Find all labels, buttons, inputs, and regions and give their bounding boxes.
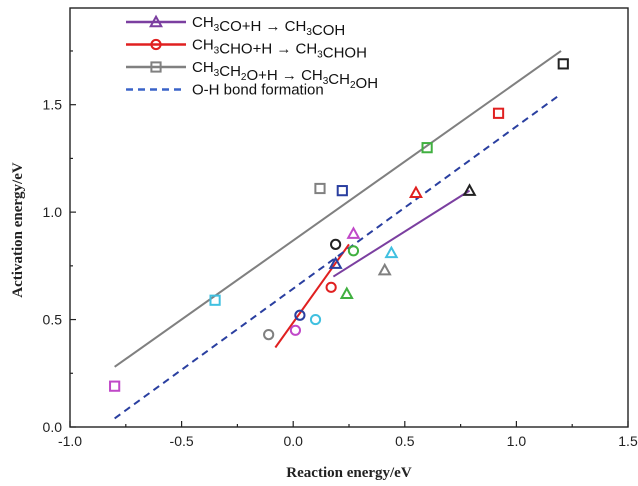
x-tick-label: 0.5 <box>395 433 415 449</box>
legend-marker-triangle <box>149 14 163 28</box>
data-point-circle <box>347 245 360 257</box>
data-point-triangle <box>328 256 343 269</box>
legend-item: CH3CO+H → CH3COH <box>126 14 345 39</box>
data-points <box>109 58 569 392</box>
y-tick-label: 1.0 <box>43 204 63 220</box>
data-point-square <box>557 58 569 70</box>
y-axis-title: Activation energy/eV <box>10 162 26 298</box>
fit-line <box>274 243 350 349</box>
data-point-square <box>336 185 348 197</box>
data-point-triangle <box>384 245 399 259</box>
x-tick-label: 1.0 <box>507 433 527 449</box>
data-point-circle <box>325 281 337 293</box>
x-tick-label: -1.0 <box>58 433 82 449</box>
data-point-square <box>314 182 326 195</box>
data-point-triangle <box>408 185 423 199</box>
data-point-triangle <box>377 262 392 276</box>
legend-label: CH3CH2O+H → CH3CH2OH <box>192 59 378 92</box>
y-tick-label: 1.5 <box>43 97 63 113</box>
data-point-square <box>209 294 221 306</box>
legend-marker-circle <box>150 38 162 51</box>
data-point-circle <box>289 324 302 336</box>
y-tick-label: 0.0 <box>43 419 63 435</box>
fit-line <box>114 50 562 368</box>
legend-item: CH3CHO+H → CH3CHOH <box>126 37 367 62</box>
data-point-triangle <box>339 286 354 300</box>
data-point-triangle <box>462 183 477 196</box>
x-axis-title: Reaction energy/eV <box>286 465 412 481</box>
data-point-triangle <box>346 226 361 239</box>
x-tick-label: -0.5 <box>170 433 194 449</box>
x-tick-label: 0.0 <box>283 433 303 449</box>
data-point-circle <box>263 329 275 341</box>
y-tick-label: 0.5 <box>43 312 63 328</box>
data-point-circle <box>309 313 322 326</box>
x-tick-label: 1.5 <box>618 433 638 449</box>
legend-marker-square <box>150 61 162 73</box>
data-point-square <box>109 380 121 392</box>
legend-label: CH3CHO+H → CH3CHOH <box>192 37 367 62</box>
fit-lines <box>114 50 562 420</box>
legend-item: O-H bond formation <box>126 82 324 99</box>
fit-line <box>332 189 471 278</box>
data-point-circle <box>330 238 342 250</box>
legend-label: O-H bond formation <box>192 82 324 99</box>
data-point-square <box>421 142 433 154</box>
axis-ticks: -1.0 -0.5 0.0 0.5 1.0 1.5 0.0 0.5 1.0 1.5 <box>43 50 638 449</box>
data-point-circle <box>294 309 306 321</box>
legend-item: CH3CH2O+H → CH3CH2OH <box>126 59 378 92</box>
fit-line <box>114 93 562 420</box>
data-point-square <box>492 107 505 119</box>
legend-label: CH3CO+H → CH3COH <box>192 14 345 39</box>
